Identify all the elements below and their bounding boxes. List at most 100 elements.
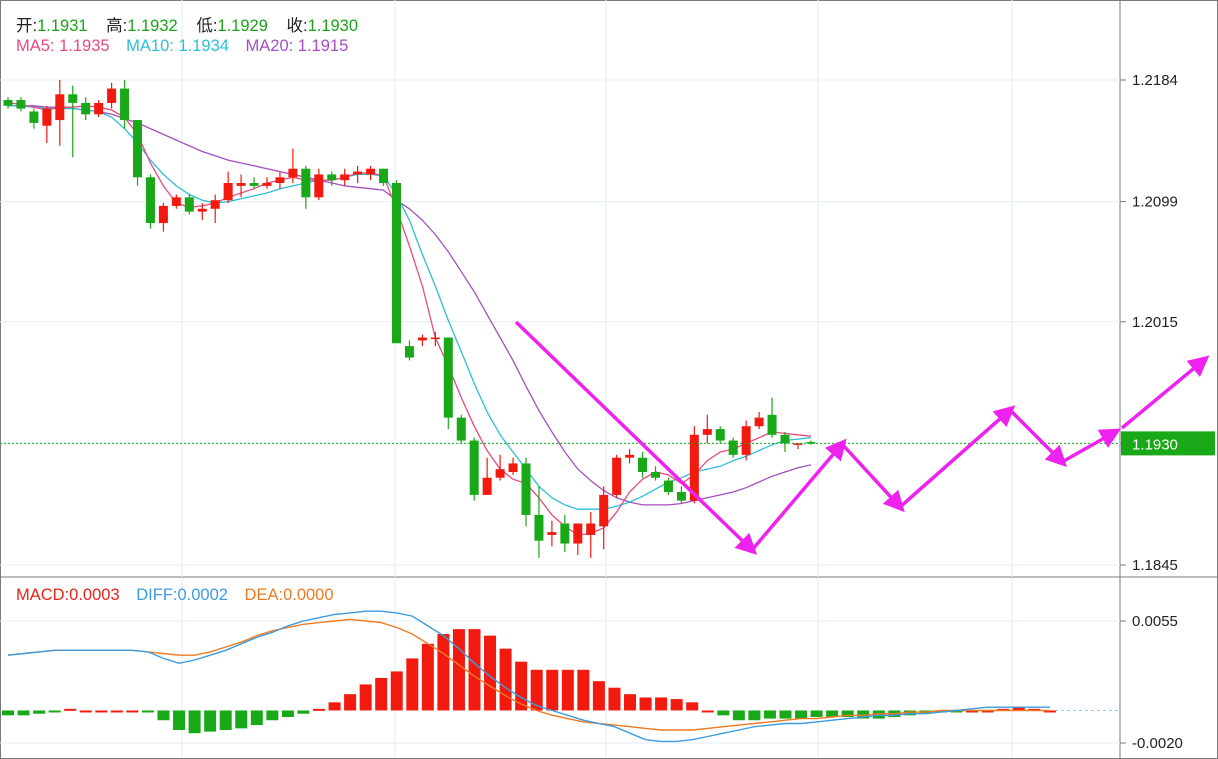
trend-arrow — [750, 438, 847, 552]
candle-down — [534, 514, 544, 541]
macd-bar-negative — [748, 710, 761, 721]
macd-bar-negative — [173, 710, 186, 730]
macd-bar-positive — [966, 710, 979, 713]
candle-up — [366, 168, 376, 175]
y-tick-label: 1.2184 — [1132, 72, 1178, 89]
macd-bar-negative — [266, 710, 279, 721]
ohlc-legend: 开:1.1931 高:1.1932 低:1.1929 收:1.1930 — [16, 12, 358, 36]
candle-up — [689, 434, 699, 501]
macd-bar-positive — [515, 661, 528, 711]
macd-bar-negative — [219, 710, 232, 730]
candle-up — [171, 197, 181, 206]
macd-bar-positive — [126, 710, 139, 713]
diff-line — [7, 610, 1050, 743]
macd-bar-negative — [810, 710, 823, 717]
candle-down — [29, 111, 39, 123]
diff-value: 0.0002 — [177, 586, 228, 604]
macd-bar-positive — [421, 643, 434, 711]
macd-bar-positive — [530, 669, 543, 711]
macd-bar-positive — [701, 710, 714, 713]
candle-down — [767, 414, 777, 435]
macd-bar-positive — [1043, 710, 1056, 713]
candle-up — [314, 174, 324, 198]
macd-bar-positive — [981, 710, 994, 713]
candle-up — [573, 523, 583, 544]
candle-up — [586, 523, 596, 535]
low-value: 1.1929 — [217, 17, 268, 35]
macd-bar-positive — [359, 684, 372, 711]
macd-bar-negative — [2, 710, 14, 716]
candle-down — [68, 94, 78, 103]
macd-bar-positive — [484, 635, 497, 711]
macd-bar-positive — [577, 669, 590, 711]
candle-up — [625, 454, 635, 458]
candle-down — [133, 120, 142, 178]
candle-up — [702, 429, 712, 435]
ma20-value: 1.1915 — [297, 37, 349, 55]
ma5-label: MA5: — [16, 37, 55, 55]
macd-bar-negative — [281, 710, 294, 717]
candle-up — [599, 494, 609, 527]
macd-bar-negative — [857, 710, 870, 719]
macd-bar-positive — [406, 658, 419, 711]
dea-label: DEA: — [244, 586, 284, 604]
candle-down — [456, 417, 466, 441]
candle-up — [495, 469, 505, 478]
candle-up — [482, 477, 492, 495]
macd-bar-negative — [717, 710, 730, 716]
candle-down — [184, 197, 194, 212]
macd-bar-negative — [141, 710, 154, 713]
last-price-label: 1.1930 — [1132, 436, 1178, 453]
macd-bar-positive — [437, 634, 450, 711]
candle-down — [301, 168, 311, 198]
y-tick-label: 1.2099 — [1132, 194, 1178, 211]
macd-bar-negative — [33, 710, 46, 714]
candle-up — [107, 88, 117, 103]
macd-bar-positive — [390, 671, 403, 711]
low-label: 低: — [196, 17, 218, 35]
macd-bar-negative — [204, 710, 217, 732]
ma10-label: MA10: — [126, 37, 174, 55]
macd-bar-negative — [297, 710, 310, 714]
macd-bar-positive — [546, 669, 559, 711]
macd-legend: MACD:0.0003 DIFF:0.0002 DEA:0.0000 — [16, 586, 334, 605]
candle-up — [340, 174, 350, 181]
ma10-value: 1.1934 — [178, 37, 229, 55]
candle-up — [793, 443, 803, 445]
candle-up — [275, 177, 285, 184]
candle-up — [430, 337, 440, 340]
candle-down — [3, 100, 13, 106]
candle-up — [741, 426, 751, 455]
macd-bar-positive — [468, 629, 481, 711]
last-price-tag — [1121, 431, 1215, 456]
candle-down — [780, 434, 790, 444]
macd-bar-negative — [841, 710, 854, 717]
candle-down — [327, 174, 337, 181]
macd-bar-positive — [452, 629, 465, 711]
candle-down — [404, 346, 414, 358]
macd-bar-negative — [48, 710, 61, 713]
candle-up — [288, 168, 298, 178]
macd-bar-positive — [592, 681, 605, 711]
trend-arrow — [840, 442, 905, 513]
macd-bar-positive — [110, 710, 123, 713]
candle-down — [145, 177, 155, 224]
macd-bar-positive — [344, 694, 357, 711]
open-value: 1.1931 — [37, 17, 88, 35]
macd-y-tick-label: 0.0055 — [1132, 613, 1178, 630]
macd-label: MACD: — [16, 586, 70, 604]
candle-down — [81, 102, 91, 115]
candle-up — [197, 208, 207, 212]
diff-label: DIFF: — [136, 586, 178, 604]
candle-down — [379, 168, 389, 184]
ma5-value: 1.1935 — [59, 37, 110, 55]
macd-bar-positive — [328, 702, 341, 711]
candle-down — [16, 100, 26, 109]
macd-bar-positive — [561, 669, 574, 711]
high-label: 高: — [106, 17, 128, 35]
open-label: 开: — [16, 17, 38, 35]
candle-up — [417, 337, 427, 341]
